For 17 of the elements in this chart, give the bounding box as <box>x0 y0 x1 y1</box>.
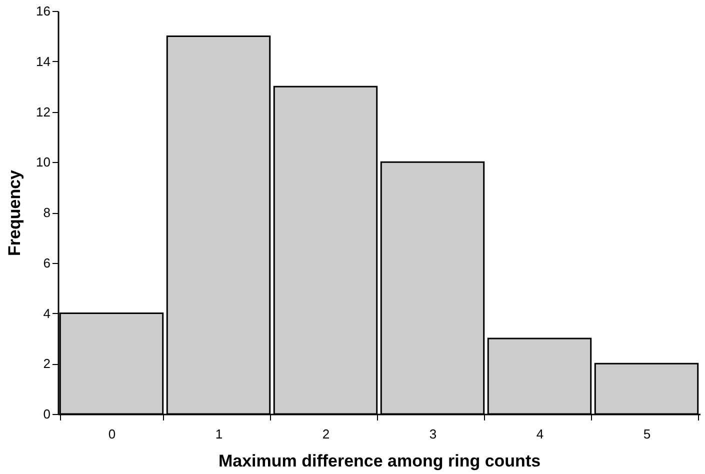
x-tick-label: 5 <box>643 426 651 442</box>
y-tick-label: 16 <box>36 4 50 18</box>
x-tick-label: 4 <box>536 426 544 442</box>
y-tick-label: 4 <box>43 306 50 321</box>
y-tick-label: 2 <box>43 356 50 372</box>
x-tick-label: 3 <box>429 426 437 442</box>
y-tick-label: 10 <box>36 154 50 170</box>
x-axis-title: Maximum difference among ring counts <box>218 452 541 470</box>
y-tick-label: 8 <box>43 205 50 220</box>
y-tick-label: 14 <box>36 54 50 69</box>
y-tick-label: 6 <box>43 255 50 270</box>
x-tick-label: 0 <box>108 426 116 442</box>
x-tick-label: 1 <box>215 426 223 442</box>
y-tick-label: 0 <box>43 406 50 422</box>
y-tick-label: 12 <box>36 104 50 120</box>
y-axis-title: Frequency <box>5 169 24 256</box>
x-tick-label: 2 <box>322 426 330 442</box>
